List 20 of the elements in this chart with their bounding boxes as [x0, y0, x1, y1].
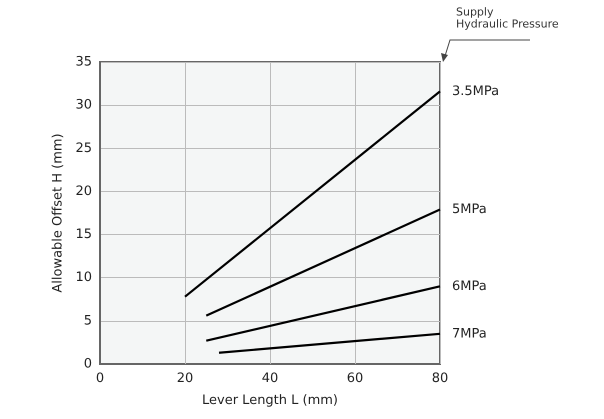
series-label: 6MPa	[452, 278, 487, 294]
series-label: 7MPa	[452, 326, 487, 342]
x-tick-label: 60	[346, 371, 364, 386]
series-label: 3.5MPa	[452, 84, 500, 99]
y-tick-label: 25	[75, 140, 92, 156]
y-axis-title: Allowable Offset H (mm)	[50, 133, 66, 293]
y-tick-label: 10	[75, 270, 92, 286]
text: Supply Hydraulic Pressure	[456, 6, 559, 30]
x-tick-label: 80	[432, 371, 448, 386]
x-tick-label: 0	[96, 371, 104, 386]
series-label: 5MPa	[452, 202, 487, 218]
y-tick-label: 30	[75, 98, 92, 113]
y-tick-label: 35	[75, 54, 92, 70]
x-tick-label: 40	[262, 371, 278, 386]
x-tick-label: 20	[176, 371, 194, 386]
y-tick-label: 5	[84, 313, 92, 328]
x-axis-title: Lever Length L (mm)	[202, 393, 338, 408]
y-tick-label: 0	[84, 356, 92, 372]
y-tick-label: 20	[75, 184, 92, 199]
y-tick-label: 15	[75, 227, 92, 242]
